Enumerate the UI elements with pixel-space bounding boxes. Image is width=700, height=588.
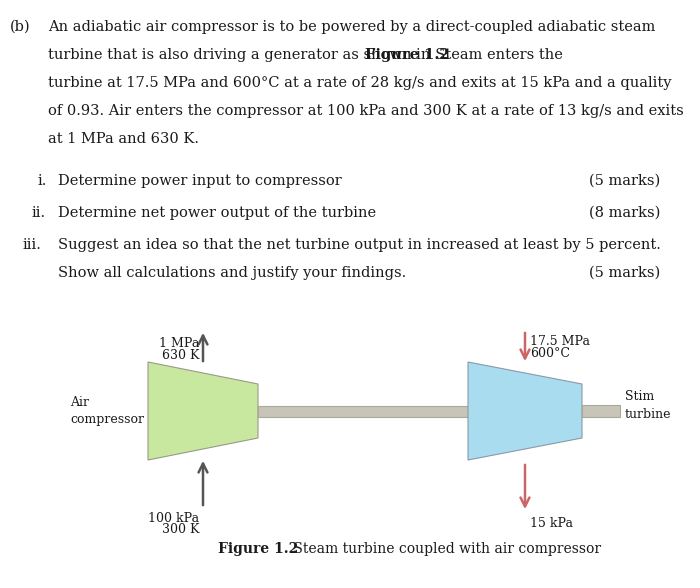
Text: 100 kPa: 100 kPa	[148, 512, 199, 525]
Text: iii.: iii.	[23, 238, 42, 252]
Text: Suggest an idea so that the net turbine output in increased at least by 5 percen: Suggest an idea so that the net turbine …	[58, 238, 661, 252]
Text: Determine net power output of the turbine: Determine net power output of the turbin…	[58, 206, 376, 220]
Text: Figure 1.2: Figure 1.2	[365, 48, 449, 62]
Text: (5 marks): (5 marks)	[589, 266, 660, 280]
Text: turbine at 17.5 MPa and 600°C at a rate of 28 kg/s and exits at 15 kPa and a qua: turbine at 17.5 MPa and 600°C at a rate …	[48, 76, 671, 90]
Text: (b): (b)	[10, 20, 31, 34]
Text: Figure 1.2: Figure 1.2	[218, 542, 298, 556]
Text: 630 K: 630 K	[162, 349, 199, 362]
Text: Stim
turbine: Stim turbine	[625, 390, 671, 422]
Bar	[582, 405, 620, 417]
Text: 600°C: 600°C	[530, 347, 570, 360]
Text: turbine that is also driving a generator as shown in: turbine that is also driving a generator…	[48, 48, 435, 62]
Bar	[258, 406, 468, 416]
Polygon shape	[468, 362, 582, 460]
Text: at 1 MPa and 630 K.: at 1 MPa and 630 K.	[48, 132, 199, 146]
Text: 17.5 MPa: 17.5 MPa	[530, 335, 590, 348]
Text: ii.: ii.	[32, 206, 46, 220]
Text: 15 kPa: 15 kPa	[530, 517, 573, 530]
Text: (8 marks): (8 marks)	[589, 206, 660, 220]
Text: Determine power input to compressor: Determine power input to compressor	[58, 174, 342, 188]
Text: Show all calculations and justify your findings.: Show all calculations and justify your f…	[58, 266, 406, 280]
Text: i.: i.	[38, 174, 48, 188]
Text: . Steam enters the: . Steam enters the	[426, 48, 563, 62]
Text: 1 MPa: 1 MPa	[159, 337, 199, 350]
Polygon shape	[148, 362, 258, 460]
Text: An adiabatic air compressor is to be powered by a direct-coupled adiabatic steam: An adiabatic air compressor is to be pow…	[48, 20, 655, 34]
Text: Steam turbine coupled with air compressor: Steam turbine coupled with air compresso…	[289, 542, 601, 556]
Text: Air
compressor: Air compressor	[70, 396, 144, 426]
Text: (5 marks): (5 marks)	[589, 174, 660, 188]
Text: 300 K: 300 K	[162, 523, 199, 536]
Text: of 0.93. Air enters the compressor at 100 kPa and 300 K at a rate of 13 kg/s and: of 0.93. Air enters the compressor at 10…	[48, 104, 684, 118]
